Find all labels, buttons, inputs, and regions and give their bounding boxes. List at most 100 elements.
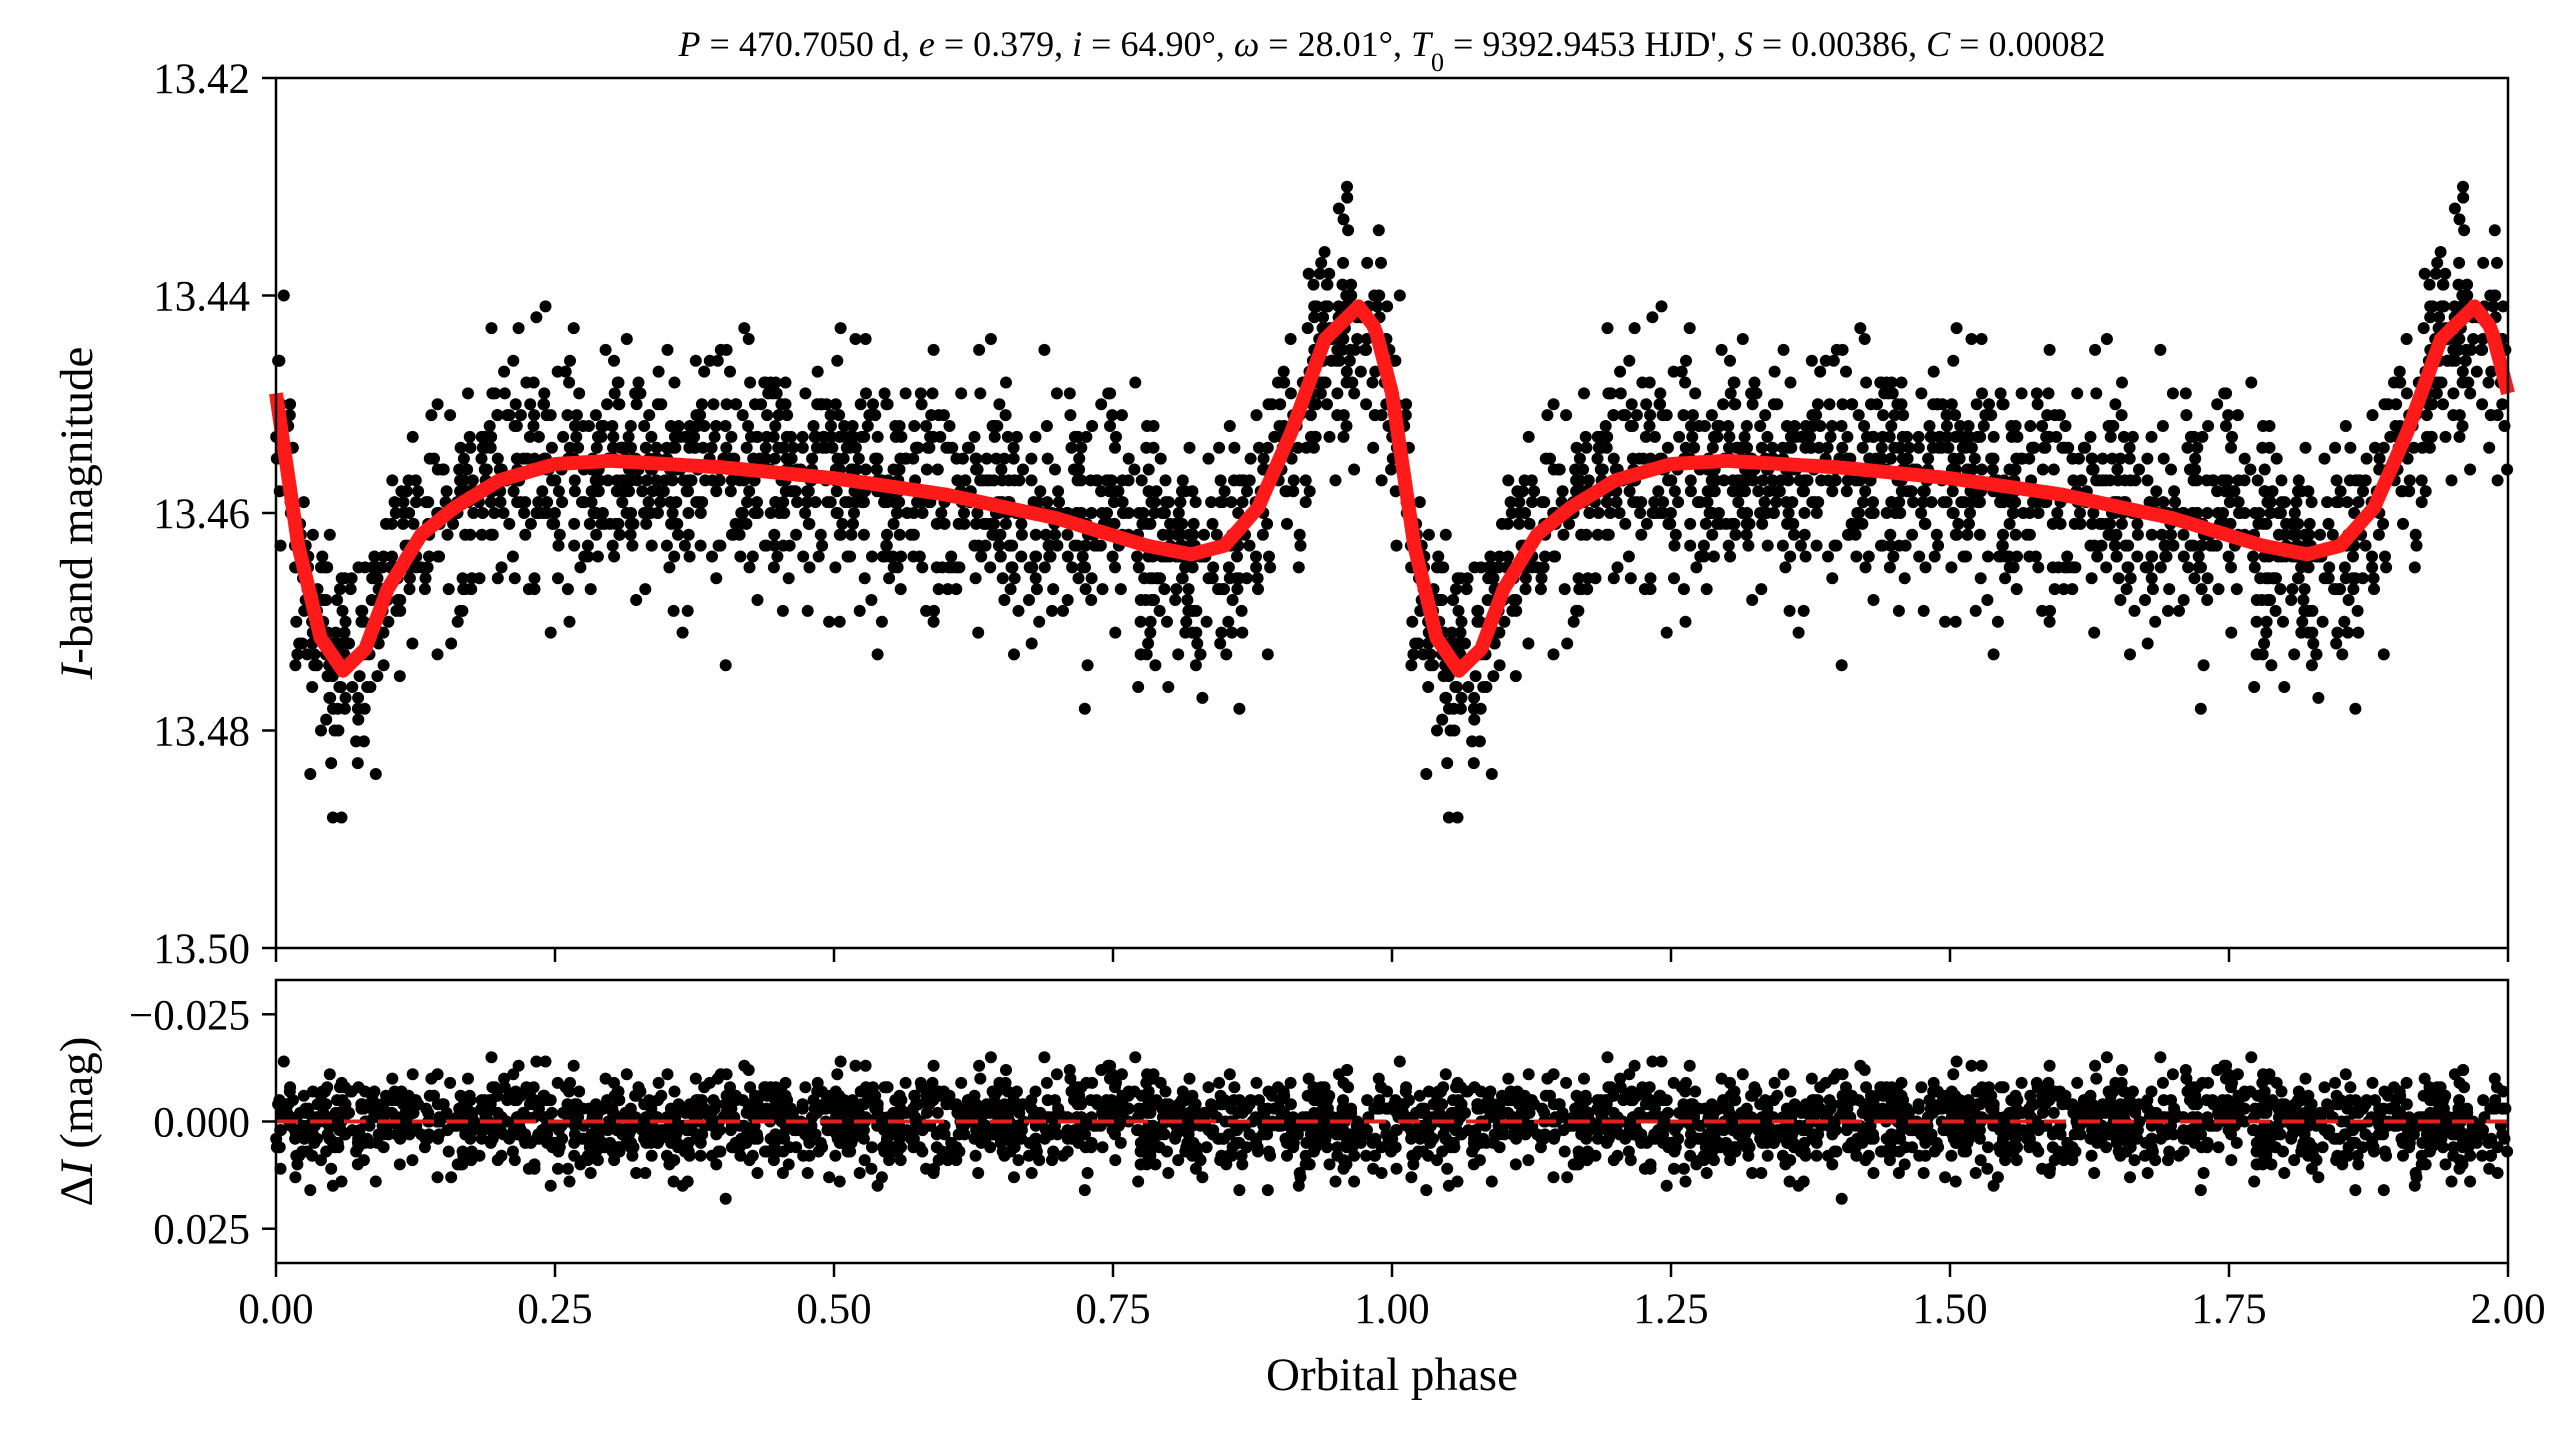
observation-point xyxy=(1669,540,1681,552)
observation-point xyxy=(2103,420,2115,432)
observation-point xyxy=(738,322,750,334)
observation-point xyxy=(1608,572,1620,584)
observation-point xyxy=(528,377,540,389)
residual-point xyxy=(2131,1133,2143,1145)
residual-point xyxy=(1645,1163,1657,1175)
observation-point xyxy=(1777,540,1789,552)
observation-point xyxy=(1250,561,1262,573)
observation-point xyxy=(1184,442,1196,454)
observation-point xyxy=(680,431,692,443)
observation-point xyxy=(397,518,409,530)
observation-point xyxy=(1728,377,1740,389)
observation-point xyxy=(2280,518,2292,530)
observation-point xyxy=(1424,659,1436,671)
observation-point xyxy=(799,507,811,519)
observation-point xyxy=(783,572,795,584)
observation-point xyxy=(492,409,504,421)
observation-point xyxy=(1391,540,1403,552)
observation-point xyxy=(2231,583,2243,595)
observation-point xyxy=(2420,485,2432,497)
observation-point xyxy=(2131,551,2143,563)
observation-point xyxy=(1528,485,1540,497)
observation-point xyxy=(1326,355,1338,367)
observation-point xyxy=(2421,409,2433,421)
observation-point xyxy=(1932,398,1944,410)
observation-point xyxy=(1987,464,1999,476)
residual-point xyxy=(2202,1077,2214,1089)
observation-point xyxy=(1214,638,1226,650)
observation-point xyxy=(1960,442,1972,454)
observation-point xyxy=(1913,551,1925,563)
observation-point xyxy=(2378,442,2390,454)
observation-point xyxy=(1252,583,1264,595)
observation-point xyxy=(1336,344,1348,356)
observation-point xyxy=(1580,442,1592,454)
observation-point xyxy=(1262,442,1274,454)
residual-point xyxy=(443,1146,455,1158)
residual-point xyxy=(2044,1060,2056,1072)
observation-point xyxy=(2111,551,2123,563)
observation-point xyxy=(1868,431,1880,443)
observation-point xyxy=(495,496,507,508)
observation-point xyxy=(2426,398,2438,410)
observation-point xyxy=(289,659,301,671)
observation-point xyxy=(530,311,542,323)
observation-point xyxy=(1220,648,1232,660)
observation-point xyxy=(1207,561,1219,573)
chart-title: P = 470.7050 d, e = 0.379, i = 64.90°, ω… xyxy=(678,24,2106,77)
observation-point xyxy=(454,605,466,617)
observation-point xyxy=(2368,572,2380,584)
observation-point xyxy=(1245,453,1257,465)
observation-point xyxy=(1886,496,1898,508)
observation-point xyxy=(2101,333,2113,345)
observation-point xyxy=(1800,420,1812,432)
observation-point xyxy=(2300,442,2312,454)
observation-point xyxy=(1005,583,1017,595)
observation-point xyxy=(1877,409,1889,421)
observation-point xyxy=(403,474,415,486)
observation-point xyxy=(2319,453,2331,465)
residual-point xyxy=(1049,1094,1061,1106)
observation-point xyxy=(496,561,508,573)
observation-point xyxy=(1274,420,1286,432)
observation-point xyxy=(2131,518,2143,530)
observation-point xyxy=(1679,377,1691,389)
observation-point xyxy=(1747,398,1759,410)
observation-point xyxy=(2293,474,2305,486)
observation-point xyxy=(2442,355,2454,367)
observation-point xyxy=(860,387,872,399)
observation-point xyxy=(352,757,364,769)
observation-point xyxy=(2234,507,2246,519)
observation-point xyxy=(1939,616,1951,628)
observation-point xyxy=(1180,616,1192,628)
observation-point xyxy=(2245,377,2257,389)
observation-point xyxy=(563,377,575,389)
observation-point xyxy=(1161,616,1173,628)
observation-point xyxy=(623,431,635,443)
observation-point xyxy=(1341,181,1353,193)
residual-point xyxy=(509,1154,521,1166)
observation-point xyxy=(524,398,536,410)
observation-point xyxy=(1726,518,1738,530)
observation-point xyxy=(573,387,585,399)
observation-point xyxy=(1135,616,1147,628)
observation-point xyxy=(422,561,434,573)
residual-point xyxy=(1000,1064,1012,1076)
observation-point xyxy=(1863,551,1875,563)
observation-point xyxy=(790,485,802,497)
observation-point xyxy=(1771,398,1783,410)
observation-point xyxy=(308,659,320,671)
observation-point xyxy=(1732,496,1744,508)
observation-point xyxy=(1656,300,1668,312)
observation-point xyxy=(1782,474,1794,486)
observation-point xyxy=(2185,540,2197,552)
observation-point xyxy=(568,540,580,552)
observation-point xyxy=(1077,551,1089,563)
observation-point xyxy=(1887,551,1899,563)
observation-point xyxy=(1945,561,1957,573)
observation-point xyxy=(2096,518,2108,530)
observation-point xyxy=(2306,605,2318,617)
residual-point xyxy=(783,1158,795,1170)
residual-point xyxy=(1625,1154,1637,1166)
observation-point xyxy=(1992,616,2004,628)
